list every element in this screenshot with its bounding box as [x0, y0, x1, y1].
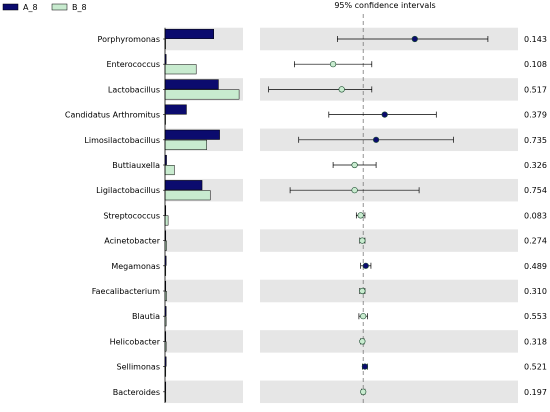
p-value-sellimonas: 0.521	[524, 363, 547, 372]
category-label-faecalibacterium: Faecalibacterium	[92, 287, 160, 296]
row-enterococcus: Enterococcus 0.108	[106, 54, 547, 75]
category-label-helicobacter: Helicobacter	[110, 337, 161, 346]
ci-point-lactobacillus	[338, 86, 345, 93]
p-value-ligilactobacillus: 0.754	[524, 186, 547, 195]
category-label-porphyromonas: Porphyromonas	[98, 35, 160, 44]
bar-b-8-ligilactobacillus	[164, 190, 211, 201]
chart-rows: Porphyromonas 0.143 Enterococcus 0.108 Lacto…	[65, 27, 547, 404]
ci-point-porphyromonas	[411, 35, 418, 43]
category-label-buttiauxella: Buttiauxella	[112, 161, 160, 170]
bar-a-8-candidatus-arthromitus	[164, 104, 187, 115]
p-value-megamonas: 0.489	[524, 262, 547, 271]
ci-stripe-lactobacillus	[260, 78, 518, 101]
bar-b-8-streptococcus	[164, 215, 169, 226]
row-buttiauxella: Buttiauxella 0.326	[112, 154, 547, 176]
row-candidatus-arthromitus: Candidatus Arthromitus 0.379	[65, 104, 547, 125]
p-value-candidatus-arthromitus: 0.379	[524, 111, 547, 120]
row-lactobacillus: Lactobacillus 0.517	[108, 79, 547, 100]
bar-a-8-porphyromonas	[164, 28, 214, 39]
ci-title: 95% confidence intervals	[334, 1, 435, 10]
ci-point-candidatus-arthromitus	[381, 111, 388, 118]
p-value-streptococcus: 0.083	[524, 211, 547, 220]
bar-b-8-limosilactobacillus	[164, 139, 207, 150]
ci-point-sellimonas	[361, 363, 369, 370]
bar-stripe-faecalibacterium	[165, 279, 243, 303]
category-label-candidatus-arthromitus: Candidatus Arthromitus	[65, 111, 160, 120]
p-value-acinetobacter: 0.274	[524, 237, 547, 246]
category-label-enterococcus: Enterococcus	[106, 60, 160, 69]
ci-point-megamonas	[362, 262, 369, 269]
category-label-limosilactobacillus: Limosilactobacillus	[84, 136, 160, 145]
p-value-blautia: 0.553	[524, 312, 547, 321]
row-sellimonas: Sellimonas 0.521	[117, 356, 547, 377]
bar-stripe-acinetobacter	[165, 229, 243, 252]
ci-stripe-bacteroides	[260, 380, 518, 404]
legend-label-b8: B_8	[72, 3, 87, 12]
bar-a-8-lactobacillus	[164, 79, 219, 90]
category-label-lactobacillus: Lactobacillus	[108, 85, 160, 94]
ci-point-enterococcus	[330, 61, 337, 68]
row-blautia: Blautia 0.553	[132, 306, 547, 327]
ci-stripe-faecalibacterium	[260, 279, 518, 303]
ci-point-streptococcus	[357, 212, 364, 219]
bar-a-8-ligilactobacillus	[164, 180, 203, 191]
legend-swatch-a8	[2, 3, 19, 11]
category-label-megamonas: Megamonas	[111, 262, 160, 271]
category-label-sellimonas: Sellimonas	[117, 363, 161, 372]
row-megamonas: Megamonas 0.489	[111, 255, 547, 276]
bar-stripe-bacteroides	[165, 380, 243, 404]
ci-point-faecalibacterium	[359, 287, 366, 295]
bar-b-8-enterococcus	[164, 64, 197, 75]
category-label-bacteroides: Bacteroides	[113, 388, 160, 397]
ci-point-buttiauxella	[351, 161, 358, 169]
p-value-lactobacillus: 0.517	[524, 85, 547, 94]
row-streptococcus: Streptococcus 0.083	[103, 205, 547, 226]
bar-a-8-limosilactobacillus	[164, 129, 220, 140]
legend-swatch-b8	[51, 3, 68, 11]
ci-point-ligilactobacillus	[351, 187, 358, 194]
legend: A_8 B_8	[2, 3, 87, 12]
p-value-buttiauxella: 0.326	[524, 161, 547, 170]
legend-label-a8: A_8	[23, 3, 38, 12]
p-value-helicobacter: 0.318	[524, 337, 547, 346]
category-label-acinetobacter: Acinetobacter	[104, 237, 160, 246]
ci-point-limosilactobacillus	[373, 136, 380, 143]
ci-point-bacteroides	[360, 388, 367, 395]
p-value-faecalibacterium: 0.310	[524, 287, 547, 296]
category-label-blautia: Blautia	[132, 312, 160, 321]
ci-point-helicobacter	[359, 338, 366, 345]
p-value-porphyromonas: 0.143	[524, 35, 547, 44]
bar-stripe-helicobacter	[165, 330, 243, 353]
row-ligilactobacillus: Ligilactobacillus 0.754	[96, 180, 547, 201]
p-value-limosilactobacillus: 0.735	[524, 136, 547, 145]
bar-b-8-lactobacillus	[164, 89, 240, 100]
category-label-ligilactobacillus: Ligilactobacillus	[96, 186, 160, 195]
bar-b-8-buttiauxella	[164, 165, 175, 176]
ci-point-acinetobacter	[359, 237, 366, 244]
category-label-streptococcus: Streptococcus	[103, 211, 160, 220]
ci-stripe-acinetobacter	[260, 229, 518, 252]
ci-stripe-helicobacter	[260, 330, 518, 353]
ci-point-blautia	[360, 313, 367, 320]
p-value-enterococcus: 0.108	[524, 60, 547, 69]
p-value-bacteroides: 0.197	[524, 388, 547, 397]
